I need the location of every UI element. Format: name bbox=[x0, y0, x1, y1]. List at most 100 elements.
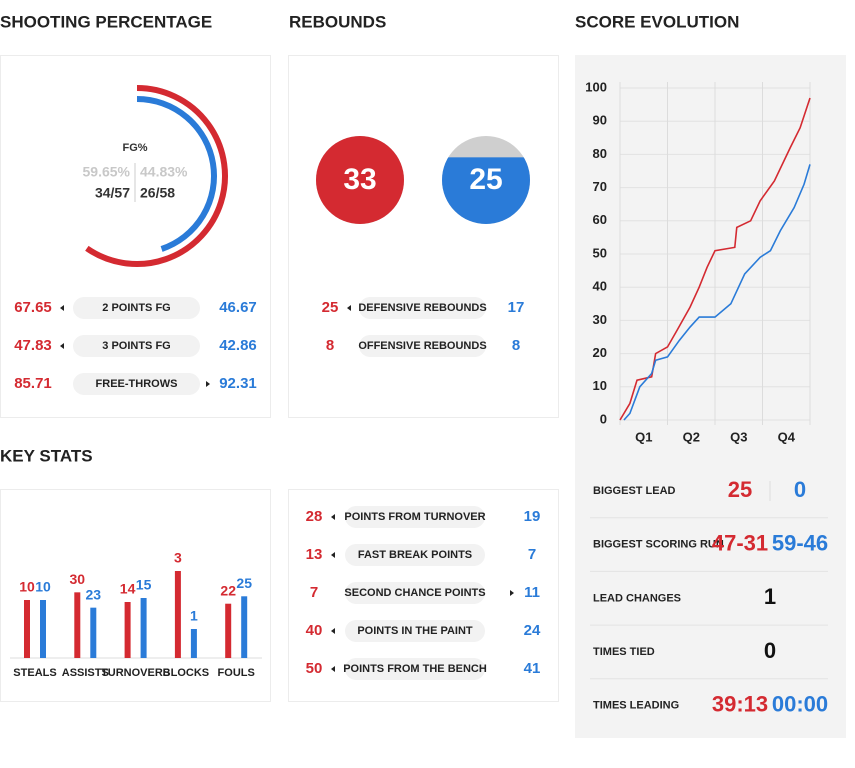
lead-arrow bbox=[510, 590, 514, 596]
home-value: 47.83 bbox=[14, 337, 52, 354]
bar bbox=[174, 571, 181, 658]
away-value: 00:00 bbox=[772, 692, 828, 717]
summary-label: BIGGEST SCORING RUN bbox=[593, 539, 724, 551]
bar bbox=[24, 600, 30, 658]
home-value: 39:13 bbox=[712, 692, 768, 717]
y-tick-label: 10 bbox=[593, 378, 607, 393]
bar bbox=[90, 607, 97, 658]
stat-label: 3 POINTS FG bbox=[102, 340, 170, 352]
stat-pill bbox=[345, 582, 485, 604]
summary-label: LEAD CHANGES bbox=[593, 592, 681, 604]
key-stats-panel bbox=[0, 489, 271, 702]
x-tick-label: Q1 bbox=[635, 429, 652, 444]
fg-percent: 59.65% bbox=[83, 164, 131, 180]
lead-arrow bbox=[206, 381, 210, 387]
home-value: 67.65 bbox=[14, 299, 52, 316]
away-value: 41 bbox=[524, 660, 541, 677]
away-value: 11 bbox=[524, 584, 540, 601]
lead-arrow bbox=[331, 628, 335, 634]
summary-label: BIGGEST LEAD bbox=[593, 485, 676, 497]
x-tick-label: Q2 bbox=[683, 429, 700, 444]
bar-value: 22 bbox=[220, 582, 236, 598]
summary-value: 0 bbox=[764, 638, 776, 663]
away-value: 7 bbox=[528, 546, 536, 563]
stat-label: FREE-THROWS bbox=[96, 378, 178, 390]
rebound-total: 25 bbox=[469, 163, 502, 196]
y-tick-label: 90 bbox=[593, 113, 607, 128]
bar-value: 15 bbox=[136, 577, 152, 593]
stat-label: OFFENSIVE REBOUNDS bbox=[358, 340, 486, 352]
summary-label: TIMES LEADING bbox=[593, 700, 679, 712]
stat-pill bbox=[359, 297, 486, 319]
category-label: TURNOVERS bbox=[101, 667, 170, 679]
home-value: 50 bbox=[306, 660, 323, 677]
y-tick-label: 40 bbox=[593, 279, 607, 294]
fg-label: FG% bbox=[122, 142, 147, 154]
bar-value: 23 bbox=[86, 586, 102, 602]
away-value: 42.86 bbox=[219, 337, 257, 354]
section-title: SCORE EVOLUTION bbox=[575, 12, 739, 31]
bar bbox=[40, 600, 46, 658]
stat-label: FAST BREAK POINTS bbox=[358, 549, 472, 561]
stat-pill bbox=[345, 544, 485, 566]
lead-arrow bbox=[331, 514, 335, 520]
away-value: 0 bbox=[794, 477, 806, 502]
fg-made: 26/58 bbox=[140, 185, 175, 201]
away-value: 46.67 bbox=[219, 299, 257, 316]
bar bbox=[140, 598, 147, 658]
away-value: 92.31 bbox=[219, 375, 257, 392]
lead-arrow bbox=[331, 666, 335, 672]
away-value: 17 bbox=[508, 299, 525, 316]
home-value: 28 bbox=[306, 508, 323, 525]
away-value: 24 bbox=[524, 622, 541, 639]
category-label: STEALS bbox=[13, 667, 56, 679]
y-tick-label: 70 bbox=[593, 179, 607, 194]
home-value: 25 bbox=[322, 299, 339, 316]
fg-arc bbox=[136, 96, 217, 252]
bar bbox=[74, 592, 81, 658]
bar-value: 30 bbox=[70, 571, 86, 587]
x-tick-label: Q3 bbox=[730, 429, 747, 444]
home-value: 47-31 bbox=[712, 531, 768, 556]
stat-pill bbox=[345, 506, 485, 528]
stat-label: 2 POINTS FG bbox=[102, 302, 170, 314]
category-label: BLOCKS bbox=[163, 667, 209, 679]
stat-pill bbox=[73, 335, 200, 357]
shooting-panel bbox=[0, 55, 271, 418]
bar bbox=[225, 603, 232, 658]
bar-value: 25 bbox=[236, 575, 252, 591]
away-value: 8 bbox=[512, 337, 520, 354]
home-value: 85.71 bbox=[14, 375, 52, 392]
y-tick-label: 20 bbox=[593, 345, 607, 360]
score-line bbox=[623, 164, 811, 421]
category-label: ASSISTS bbox=[62, 667, 109, 679]
bar bbox=[241, 596, 248, 658]
stat-pill bbox=[359, 335, 486, 357]
section-title: SHOOTING PERCENTAGE bbox=[0, 12, 212, 31]
category-label: FOULS bbox=[218, 667, 255, 679]
stat-pill bbox=[73, 297, 200, 319]
away-value: 19 bbox=[524, 508, 541, 525]
summary-label: TIMES TIED bbox=[593, 646, 655, 658]
home-value: 40 bbox=[306, 622, 323, 639]
y-tick-label: 60 bbox=[593, 212, 607, 227]
bar-value: 14 bbox=[120, 581, 136, 597]
y-tick-label: 80 bbox=[593, 146, 607, 161]
bar-value: 1 bbox=[190, 608, 198, 624]
lead-arrow bbox=[331, 552, 335, 558]
fg-made: 34/57 bbox=[95, 185, 130, 201]
stat-label: POINTS IN THE PAINT bbox=[357, 625, 473, 637]
x-tick-label: Q4 bbox=[778, 429, 796, 444]
fg-percent: 44.83% bbox=[140, 164, 188, 180]
lead-arrow bbox=[347, 305, 351, 311]
lead-arrow bbox=[60, 343, 64, 349]
y-tick-label: 50 bbox=[593, 245, 607, 260]
stat-pill bbox=[345, 658, 485, 680]
home-value: 7 bbox=[310, 584, 318, 601]
home-value: 13 bbox=[306, 546, 323, 563]
stat-label: POINTS FROM THE BENCH bbox=[343, 663, 487, 675]
home-value: 25 bbox=[728, 477, 752, 502]
y-tick-label: 30 bbox=[593, 312, 607, 327]
lead-arrow bbox=[60, 305, 64, 311]
